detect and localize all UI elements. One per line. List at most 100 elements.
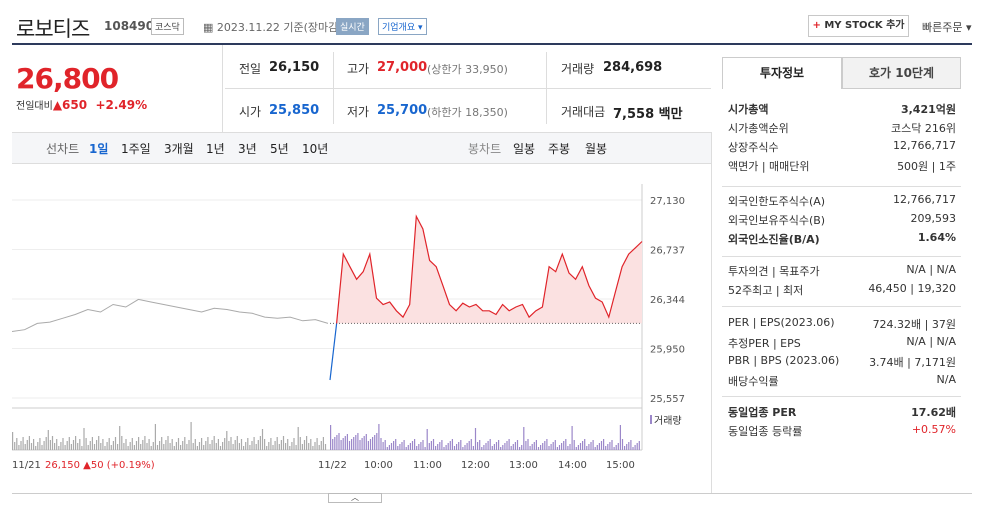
company-info-label: 기업개요 <box>382 23 416 33</box>
x-tick-label: 12:00 <box>461 460 490 471</box>
volume-bar <box>257 440 259 450</box>
volume-bar <box>148 439 150 450</box>
volume-bar <box>464 445 466 450</box>
info-label: 외국인한도주식수(A) <box>728 195 826 208</box>
quick-order-button[interactable]: 빠른주문 ▾ <box>922 19 972 35</box>
collapse-handle[interactable]: ︿ <box>328 493 382 503</box>
volume-bar <box>447 443 449 450</box>
company-info-button[interactable]: 기업개요 ▾ <box>378 18 427 35</box>
tab-10y[interactable]: 10년 <box>302 142 329 156</box>
tab-weekly[interactable]: 주봉 <box>548 142 571 156</box>
tab-daily[interactable]: 일봉 <box>513 142 536 156</box>
volume-bar <box>180 445 182 450</box>
volume-bar <box>571 426 573 450</box>
volume-bar <box>222 442 224 450</box>
volume-bar <box>100 443 102 450</box>
volume-bar <box>169 443 171 450</box>
volume-bar <box>424 447 426 450</box>
volume-bar <box>203 445 205 450</box>
tab-5y[interactable]: 5년 <box>270 142 289 156</box>
volume-bar <box>228 441 230 450</box>
tab-monthly[interactable]: 월봉 <box>585 142 608 156</box>
volume-bar <box>245 442 247 450</box>
y-tick-label: 25,950 <box>650 345 685 356</box>
volume-bar <box>561 443 563 450</box>
volume-bar <box>330 425 332 450</box>
volume-bar <box>401 442 403 450</box>
volume-bar <box>165 440 167 450</box>
volume-bar <box>35 446 37 450</box>
info-value: 17.62배 <box>911 406 956 419</box>
info-value: N/A <box>936 373 956 386</box>
volume-bar <box>376 433 378 450</box>
chevron-up-icon: ︿ <box>351 493 359 502</box>
volume-bar <box>43 441 45 450</box>
volume-bar <box>453 446 456 450</box>
volume-bar <box>449 441 451 450</box>
volume-bar <box>533 442 535 450</box>
volume-bar <box>62 438 64 450</box>
volume-bar <box>232 444 234 450</box>
tab-1w[interactable]: 1주일 <box>121 142 151 156</box>
volume-bar <box>79 439 81 450</box>
volume-bar <box>129 442 131 450</box>
y-tick-label: 27,130 <box>650 196 685 207</box>
volume-bar <box>500 447 502 450</box>
tab-1d[interactable]: 1일 <box>89 142 109 156</box>
volume-bar <box>414 439 416 450</box>
volume-bar <box>266 446 268 450</box>
chevron-down-icon: ▾ <box>965 21 972 34</box>
amount-number: 7,558 <box>613 107 655 122</box>
volume-bar <box>22 437 24 450</box>
volume-bar <box>621 439 624 450</box>
volume-bar <box>316 438 318 450</box>
volume-bar <box>489 439 491 450</box>
volume-bar <box>441 440 443 450</box>
volume-bar <box>207 437 209 450</box>
volume-bar <box>554 440 556 450</box>
volume-bar <box>544 441 546 450</box>
volume-bar <box>380 438 382 450</box>
volume-bar <box>20 441 22 450</box>
amount-unit: 백만 <box>658 107 683 122</box>
volume-bar <box>211 440 213 450</box>
info-label: 동일업종 등락률 <box>728 425 803 438</box>
tab-invest-info[interactable]: 투자정보 <box>722 57 842 89</box>
realtime-button[interactable]: 실시간 <box>336 18 369 35</box>
volume-bar <box>508 439 510 450</box>
volume-bar <box>577 445 579 450</box>
volume-bar <box>405 447 407 450</box>
volume-value: 284,698 <box>603 60 663 75</box>
volume-bar <box>98 436 100 450</box>
volume-bar <box>291 442 293 450</box>
volume-bar <box>224 438 226 450</box>
info-value: N/A | N/A <box>906 335 956 348</box>
volume-bar <box>514 442 516 450</box>
volume-bar <box>357 433 359 450</box>
tab-3y[interactable]: 3년 <box>238 142 257 156</box>
volume-bar <box>314 442 316 450</box>
volume-bar <box>102 439 104 450</box>
tab-1y[interactable]: 1년 <box>206 142 225 156</box>
x-tick-label: 11/22 <box>318 460 347 471</box>
bottom-line <box>12 493 972 494</box>
y-tick-label: 26,737 <box>650 246 685 257</box>
volume-bar <box>270 438 272 450</box>
volume-bar <box>598 443 600 450</box>
my-stock-add-button[interactable]: + MY STOCK 추가 <box>808 15 909 37</box>
volume-bar <box>382 442 384 450</box>
volume-bar <box>470 439 472 450</box>
volume-bar <box>68 437 70 450</box>
volume-bar <box>466 443 468 450</box>
tab-3m[interactable]: 3개월 <box>164 142 194 156</box>
volume-bar <box>247 438 249 450</box>
volume-bar <box>403 440 405 450</box>
volume-bar <box>45 437 47 450</box>
info-label: 52주최고 | 최저 <box>728 284 804 297</box>
volume-bar <box>460 440 462 450</box>
volume-bar <box>303 440 306 450</box>
tab-orderbook[interactable]: 호가 10단계 <box>842 57 961 89</box>
volume-bar <box>407 445 409 450</box>
volume-bar <box>372 437 374 450</box>
volume-bar <box>234 440 236 450</box>
